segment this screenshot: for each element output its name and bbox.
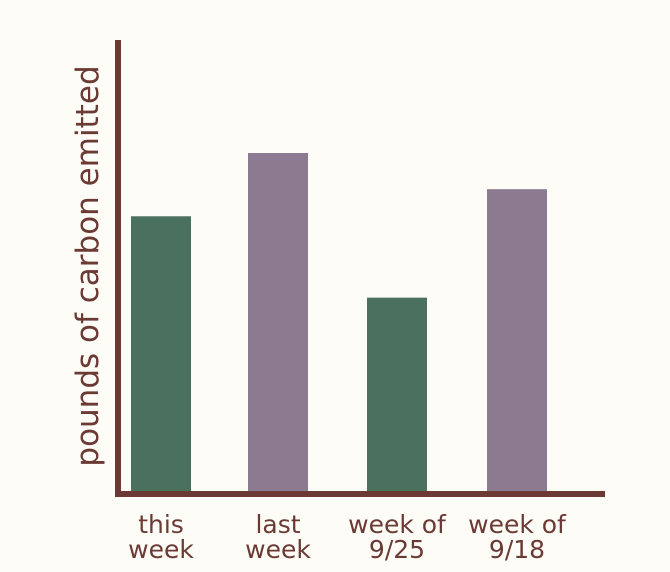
bar-3 (487, 189, 547, 492)
x-tick-label-line: week of (348, 510, 447, 539)
x-tick-label-0: this week (128, 510, 194, 564)
x-tick-label-line: week (128, 535, 194, 564)
x-tick-label-line: this (138, 510, 184, 539)
x-tick-label-3: week of 9/18 (468, 510, 567, 564)
bar-0 (131, 216, 191, 492)
x-tick-label-line: 9/18 (489, 535, 545, 564)
x-tick-label-line: last (255, 510, 300, 539)
x-tick-label-line: week of (468, 510, 567, 539)
bar-1 (248, 153, 308, 492)
x-tick-label-1: last week (245, 510, 311, 564)
y-axis-label: pounds of carbon emitted (70, 65, 106, 466)
x-tick-label-line: 9/25 (369, 535, 425, 564)
bars-group (131, 153, 547, 492)
x-tick-label-line: week (245, 535, 311, 564)
x-tick-label-2: week of 9/25 (348, 510, 447, 564)
bar-2 (367, 297, 427, 492)
